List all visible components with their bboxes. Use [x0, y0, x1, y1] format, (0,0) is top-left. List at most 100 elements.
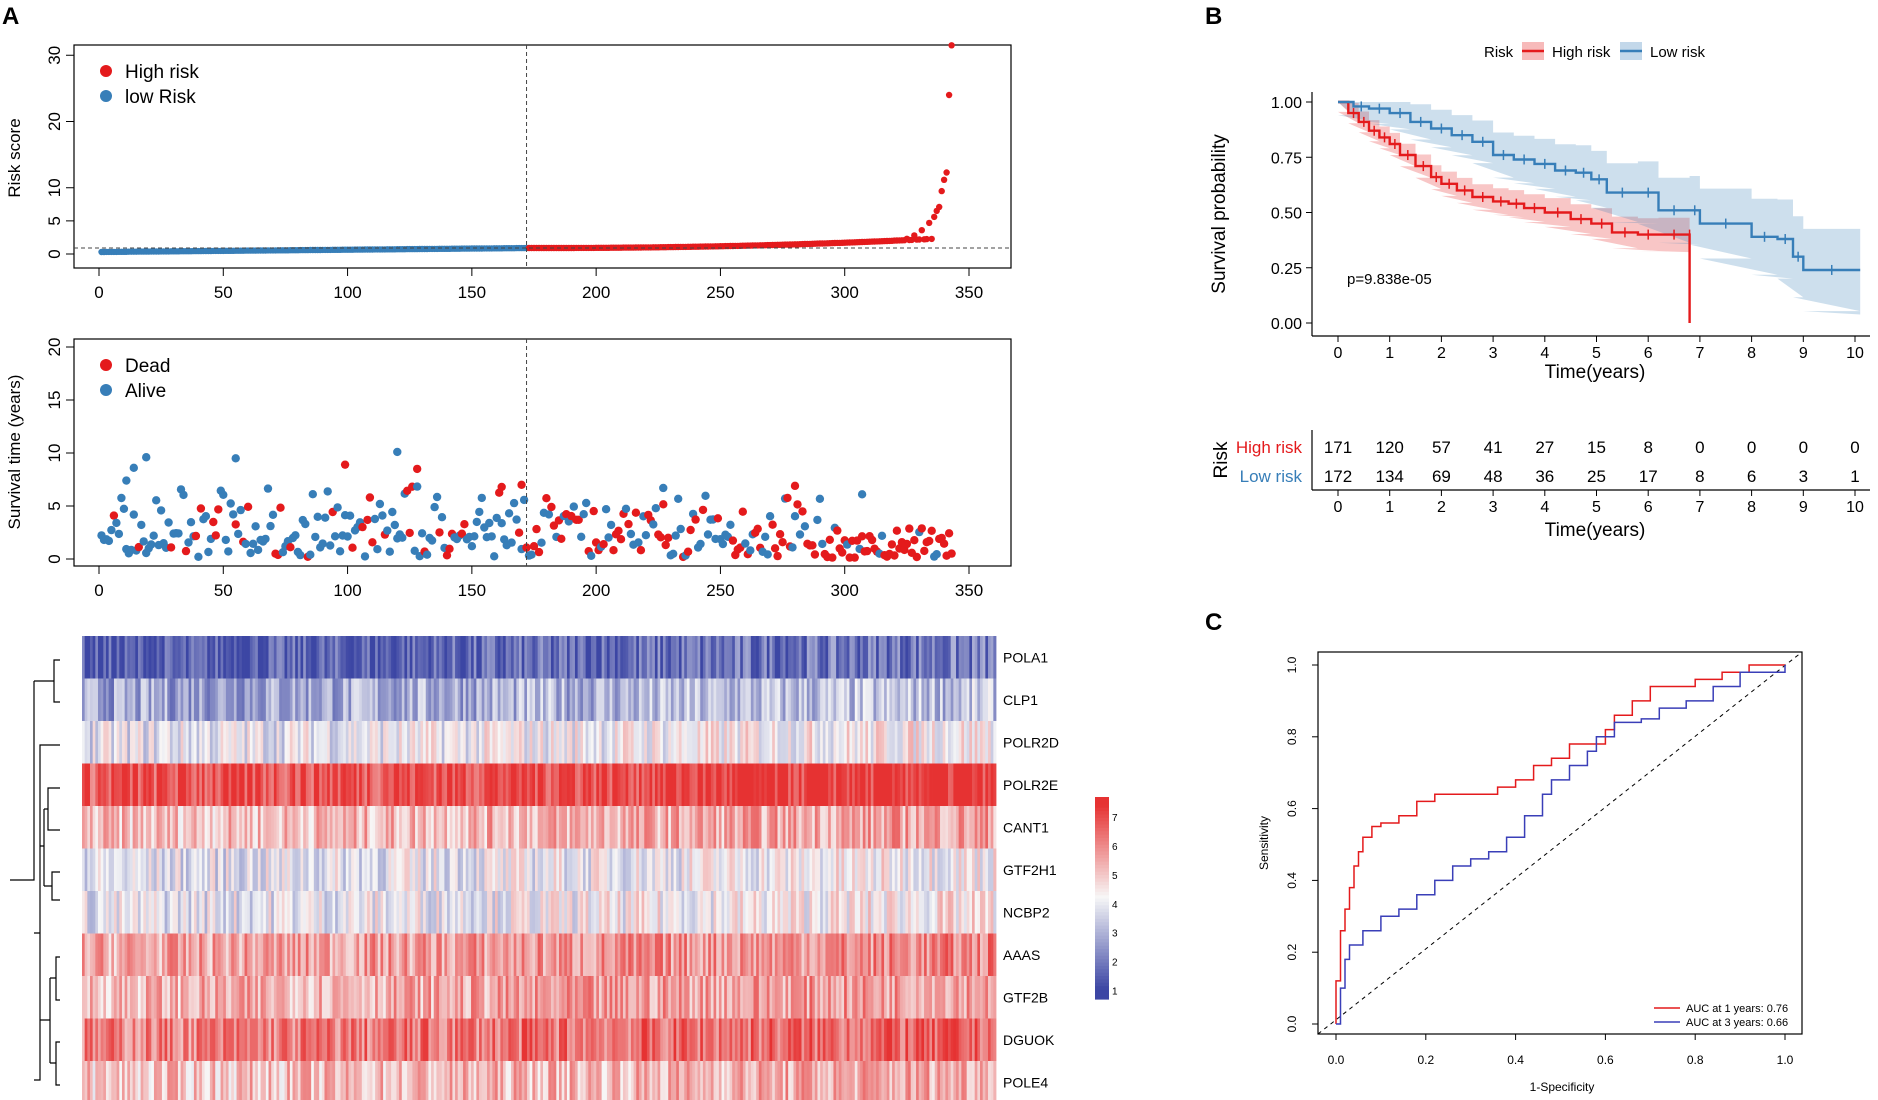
- heatmap-cell: [127, 763, 131, 806]
- heatmap-cell: [836, 763, 840, 806]
- heatmap-cell: [932, 1061, 936, 1100]
- heatmap-cell: [561, 806, 565, 849]
- heatmap-cell: [772, 848, 776, 891]
- heatmap-cell: [433, 721, 437, 764]
- heatmap-cell: [321, 678, 325, 721]
- heatmap-cell: [479, 806, 483, 849]
- heatmap-cell: [950, 763, 954, 806]
- heatmap-cell: [569, 1018, 573, 1061]
- heatmap-cell: [193, 976, 197, 1019]
- heatmap-cell: [447, 848, 451, 891]
- colorbar-segment: [1095, 978, 1109, 983]
- heatmap-cell: [956, 891, 960, 934]
- heatmap-cell: [391, 636, 395, 679]
- heatmap-cell: [492, 976, 496, 1019]
- heatmap-cell: [527, 806, 531, 849]
- survival-point: [405, 528, 414, 538]
- colorbar-segment: [1095, 881, 1109, 886]
- heatmap-cell: [89, 848, 94, 891]
- heatmap-cell: [881, 678, 885, 721]
- heatmap-cell: [580, 1061, 584, 1100]
- heatmap-cell: [439, 1018, 443, 1061]
- heatmap-cell: [513, 976, 517, 1019]
- heatmap-cell: [782, 1018, 786, 1061]
- heatmap-cell: [689, 933, 693, 976]
- heatmap-cell: [889, 763, 893, 806]
- heatmap-cell: [252, 678, 256, 721]
- heatmap-cell: [535, 891, 539, 934]
- heatmap-cell: [319, 763, 323, 806]
- heatmap-cell: [495, 1061, 499, 1100]
- heatmap-cell: [289, 976, 293, 1019]
- heatmap-cell: [881, 933, 885, 976]
- heatmap-cell: [926, 721, 930, 764]
- heatmap-cell: [319, 933, 323, 976]
- heatmap-cell: [660, 721, 664, 764]
- heatmap-cell: [447, 1018, 451, 1061]
- legend-alive-marker: [100, 384, 112, 396]
- heatmap-cell: [582, 891, 587, 934]
- heatmap-cell: [484, 976, 488, 1019]
- heatmap-cell: [303, 806, 307, 849]
- heatmap-cell: [636, 848, 640, 891]
- heatmap-cell: [143, 763, 147, 806]
- survival-point: [795, 530, 805, 539]
- heatmap-cell: [596, 678, 600, 721]
- heatmap-cell: [809, 848, 813, 891]
- heatmap-cell: [718, 976, 722, 1019]
- heatmap-cell: [729, 721, 733, 764]
- heatmap-cell: [388, 636, 392, 679]
- heatmap-cell: [345, 1061, 349, 1100]
- heatmap-cell: [132, 636, 136, 679]
- heatmap-cell: [233, 1018, 237, 1061]
- heatmap-cell: [985, 933, 989, 976]
- heatmap-cell: [852, 678, 856, 721]
- heatmap-cell: [247, 933, 251, 976]
- heatmap-cell: [974, 891, 978, 934]
- survival-point: [137, 520, 146, 530]
- heatmap-cell: [676, 848, 680, 891]
- heatmap-cell: [892, 721, 896, 764]
- heatmap-cell: [726, 1018, 730, 1061]
- heatmap-cell: [558, 763, 563, 806]
- heatmap-cell: [894, 891, 898, 934]
- heatmap-cell: [532, 891, 536, 934]
- heatmap-cell: [271, 891, 275, 934]
- heatmap-cell: [740, 1018, 744, 1061]
- heatmap-cell: [934, 721, 938, 764]
- km-legend-low-label: Low risk: [1650, 44, 1706, 61]
- heatmap-cell: [345, 636, 349, 679]
- survival-point: [497, 482, 506, 492]
- heatmap-cell: [503, 976, 507, 1019]
- heatmap-cell: [124, 891, 128, 934]
- heatmap-cell: [356, 1018, 360, 1061]
- heatmap-cell: [724, 933, 728, 976]
- heatmap-cell: [593, 721, 597, 764]
- heatmap-cell: [812, 636, 816, 679]
- heatmap-cell: [745, 848, 749, 891]
- heatmap-cell: [84, 1018, 88, 1061]
- heatmap-cell: [385, 636, 389, 679]
- heatmap-cell: [809, 976, 813, 1019]
- heatmap-cell: [966, 848, 970, 891]
- heatmap-cell: [828, 976, 832, 1019]
- heatmap-cell: [484, 1061, 488, 1100]
- heatmap-cell: [678, 721, 682, 764]
- heatmap-cell: [113, 891, 118, 934]
- heatmap-cell: [449, 678, 453, 721]
- heatmap-cell: [175, 933, 179, 976]
- heatmap-cell: [161, 1018, 165, 1061]
- heatmap-cell: [524, 806, 528, 849]
- heatmap-cell: [281, 721, 285, 764]
- heatmap-cell: [900, 848, 904, 891]
- heatmap-cell: [702, 806, 706, 849]
- heatmap-cell: [774, 678, 778, 721]
- survival-point: [253, 545, 263, 555]
- heatmap-cell: [558, 848, 563, 891]
- heatmap-cell: [913, 636, 917, 679]
- risk-score-point: [918, 227, 925, 234]
- heatmap-cell: [391, 1061, 395, 1100]
- heatmap-cell: [588, 1061, 592, 1100]
- survival-point: [112, 518, 121, 528]
- heatmap-cell: [185, 636, 189, 679]
